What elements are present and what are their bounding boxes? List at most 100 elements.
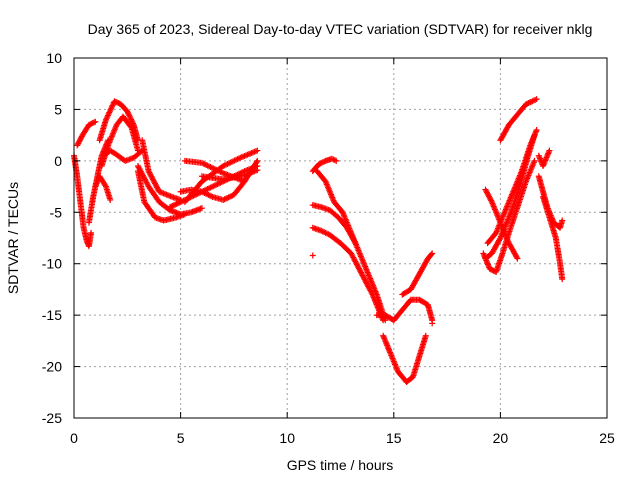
data-point <box>129 119 136 126</box>
series-pass-g4 <box>482 186 521 262</box>
series-pass-f2 <box>380 332 429 385</box>
y-tick-label: -15 <box>42 307 62 323</box>
series-pass-h2 <box>540 193 566 283</box>
x-tick-label: 5 <box>177 430 185 446</box>
series-pass-g3 <box>484 127 540 247</box>
data-point <box>546 147 553 154</box>
data-point <box>222 195 229 202</box>
x-axis-label: GPS time / hours <box>287 457 394 473</box>
data-point <box>206 192 213 199</box>
data-point <box>126 113 133 120</box>
data-point <box>351 238 358 245</box>
x-tick-label: 20 <box>493 430 509 446</box>
tick-labels: 0 5 10 15 20 25 -25 -20 -15 -10 -5 0 5 10 <box>42 50 615 446</box>
series-pass-f4 <box>429 320 436 327</box>
data-point <box>127 115 134 122</box>
data-point <box>559 276 566 283</box>
data-point <box>254 157 261 164</box>
y-tick-label: -5 <box>50 204 63 220</box>
y-tick-label: -10 <box>42 256 62 272</box>
data-point <box>128 117 135 124</box>
x-tick-label: 10 <box>279 430 295 446</box>
data-point <box>380 317 387 324</box>
data-point <box>330 156 337 163</box>
y-tick-label: -25 <box>42 410 62 426</box>
data-point <box>228 193 235 200</box>
series-pass-c3 <box>134 163 205 218</box>
data-point <box>241 178 248 185</box>
data-point <box>533 96 540 103</box>
data-point <box>168 203 175 210</box>
chart-title: Day 365 of 2023, Sidereal Day-to-day VTE… <box>88 21 593 37</box>
data-point <box>174 200 181 207</box>
data-markers <box>71 96 566 385</box>
data-point <box>176 199 183 206</box>
data-point <box>221 196 228 203</box>
data-point <box>124 109 131 116</box>
axis-ticks <box>73 57 608 419</box>
x-tick-label: 25 <box>599 430 615 446</box>
data-point <box>226 193 233 200</box>
series-pass-a2 <box>74 118 99 149</box>
data-point <box>531 157 538 164</box>
data-point <box>254 167 261 174</box>
data-point <box>92 118 99 125</box>
data-point <box>331 157 338 164</box>
data-point <box>198 205 205 212</box>
data-point <box>220 196 227 203</box>
series-pass-e1 <box>309 155 340 175</box>
data-point <box>102 182 109 189</box>
series-pass-h3 <box>535 147 553 169</box>
data-point <box>368 290 375 297</box>
data-point <box>173 200 180 207</box>
data-point <box>559 217 566 224</box>
series-pass-c1 <box>139 137 184 203</box>
data-point <box>91 119 98 126</box>
data-point <box>126 112 133 119</box>
data-point <box>533 127 540 133</box>
series-pass-a1 <box>71 152 95 250</box>
data-point <box>208 193 215 200</box>
data-point <box>166 204 173 211</box>
data-point <box>309 252 316 259</box>
data-point <box>352 240 359 247</box>
data-point <box>422 332 429 339</box>
series-pass-g5 <box>497 96 540 144</box>
data-point <box>204 191 211 198</box>
series-pass-e5 <box>309 252 316 259</box>
data-point <box>528 98 535 105</box>
data-point <box>514 255 521 262</box>
data-point <box>224 195 231 202</box>
data-point <box>253 159 260 166</box>
x-tick-label: 0 <box>70 430 78 446</box>
data-point <box>127 123 134 130</box>
data-point <box>128 116 135 123</box>
series-pass-e4 <box>309 224 387 324</box>
data-point <box>170 202 177 209</box>
data-point <box>513 254 520 261</box>
grid-lines <box>74 58 607 418</box>
y-tick-label: 10 <box>46 50 62 66</box>
data-point <box>107 196 114 203</box>
data-point <box>169 202 176 209</box>
data-point <box>225 194 232 201</box>
y-tick-label: -20 <box>42 359 62 375</box>
y-axis-label: SDTVAR / TECUs <box>5 182 21 294</box>
y-tick-label: 5 <box>54 101 62 117</box>
data-point <box>254 147 261 154</box>
data-point <box>130 120 137 127</box>
data-point <box>333 157 340 164</box>
data-point <box>88 229 95 236</box>
data-point <box>488 197 495 204</box>
data-point <box>172 201 179 208</box>
data-point <box>496 236 503 243</box>
x-tick-label: 15 <box>386 430 402 446</box>
series-pass-b1 <box>96 98 141 144</box>
y-tick-label: 0 <box>54 153 62 169</box>
plot-frame <box>73 57 608 419</box>
data-point <box>428 251 435 258</box>
data-point <box>124 108 131 115</box>
series-pass-f1 <box>373 296 436 324</box>
series-pass-d5 <box>198 167 261 183</box>
